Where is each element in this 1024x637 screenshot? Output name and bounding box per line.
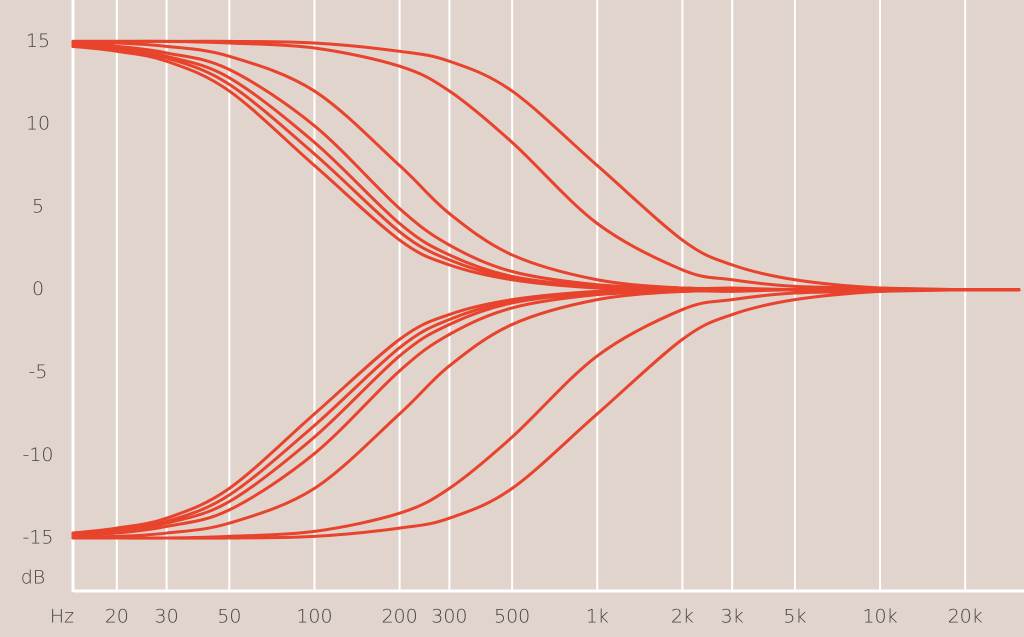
x-tick-label: 30 (155, 606, 179, 628)
y-tick-label: -10 (22, 444, 53, 466)
y-tick-label: -15 (22, 527, 53, 549)
x-tick-label: 10k (862, 606, 897, 628)
x-tick-label: 200 (381, 606, 417, 628)
y-tick-label: 15 (26, 30, 50, 52)
x-axis-label: Hz (50, 606, 74, 628)
x-tick-label: 5k (783, 606, 806, 628)
y-axis-label: dB (21, 567, 46, 589)
x-tick-label: 50 (217, 606, 241, 628)
eq-curve (71, 288, 1021, 539)
x-tick-label: 3k (721, 606, 744, 628)
x-tick-label: 20 (105, 606, 129, 628)
y-tick-label: -5 (29, 361, 48, 383)
eq-curve (71, 39, 1021, 292)
y-tick-label: 5 (32, 195, 44, 217)
y-tick-label: 10 (26, 113, 50, 135)
x-tick-label: 300 (431, 606, 467, 628)
x-tick-label: 100 (296, 606, 332, 628)
eq-curve (71, 288, 1021, 540)
x-tick-label: 20k (948, 606, 983, 628)
x-tick-label: 2k (671, 606, 694, 628)
x-tick-label: 500 (494, 606, 530, 628)
x-tick-label: 1k (586, 606, 609, 628)
y-tick-label: 0 (32, 278, 44, 300)
